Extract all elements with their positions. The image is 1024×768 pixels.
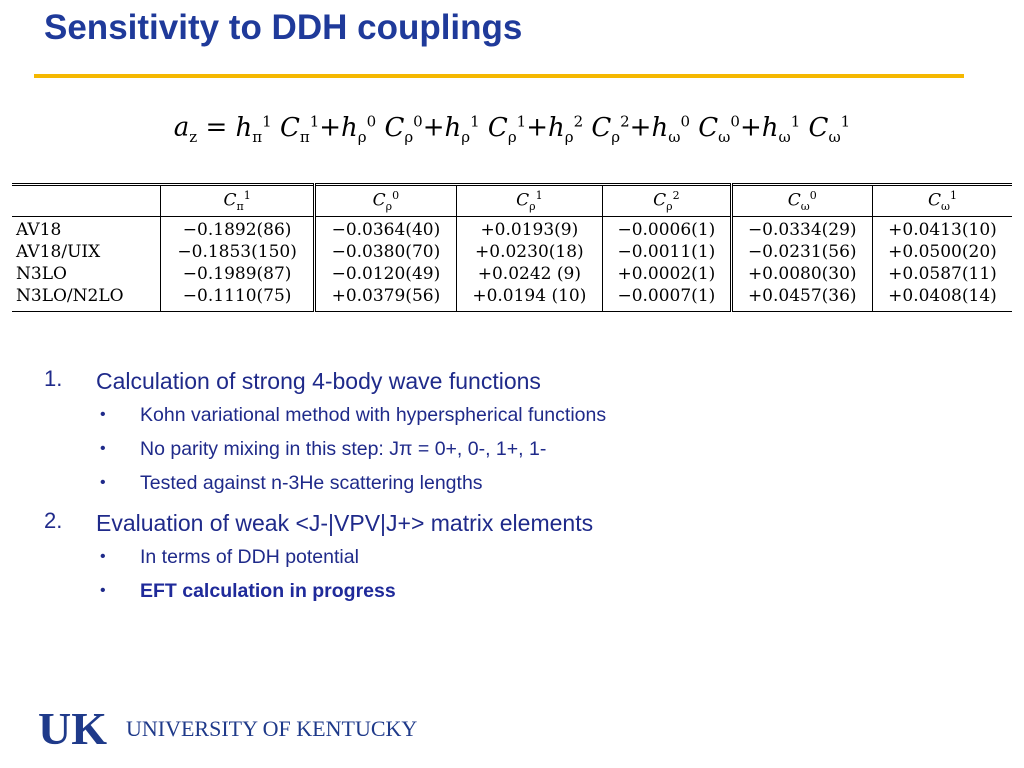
sub-bullet-item: • In terms of DDH potential <box>44 540 1004 574</box>
table-row: N3LO −0.1989(87) −0.0120(49) +0.0242 (9)… <box>12 263 1012 285</box>
equation-term: hρ0 Cρ0 <box>341 112 423 146</box>
table-cell: −0.0007(1) <box>602 285 733 312</box>
table-corner-cell <box>12 184 161 217</box>
table-row: AV18 −0.1892(86) −0.0364(40) +0.0193(9) … <box>12 216 1012 241</box>
sub-bullet-text: Kohn variational method with hyperspheri… <box>140 404 607 426</box>
equation-term: hρ2 Cρ2 <box>547 112 630 146</box>
logo-letters: UK <box>38 704 107 750</box>
equation-term: hω0 Cω0 <box>651 112 740 146</box>
slide-title: Sensitivity to DDH couplings <box>44 8 523 47</box>
table-cell: −0.1853(150) <box>160 241 317 263</box>
bullet-dot-icon: • <box>100 406 106 423</box>
table-cell: +0.0242 (9) <box>456 263 604 285</box>
table-cell: +0.0080(30) <box>731 263 873 285</box>
table-cell: +0.0002(1) <box>602 263 733 285</box>
table-header-row: Cπ1 Cρ0 Cρ1 Cρ2 Cω0 Cω1 <box>12 184 1012 217</box>
row-label: N3LO/N2LO <box>12 285 161 312</box>
table-cell: −0.0364(40) <box>314 216 457 241</box>
table-row: AV18/UIX −0.1853(150) −0.0380(70) +0.023… <box>12 241 1012 263</box>
bullet-dot-icon: • <box>100 582 106 599</box>
column-header: Cπ1 <box>160 184 317 217</box>
column-header: Cρ1 <box>456 184 604 217</box>
bullet-dot-icon: • <box>100 440 106 457</box>
sub-bullet-item: • EFT calculation in progress <box>44 574 1004 608</box>
sub-bullet-item: • No parity mixing in this step: Jπ = 0+… <box>44 432 1004 466</box>
row-label: AV18/UIX <box>12 241 161 263</box>
column-header: Cρ0 <box>314 184 457 217</box>
table-cell: +0.0587(11) <box>888 264 997 284</box>
sub-bullet-item: • Kohn variational method with hypersphe… <box>44 398 1004 432</box>
sub-bullet-text: Tested against n-3He scattering lengths <box>140 472 483 494</box>
table-cell: −0.0334(29) <box>731 216 873 241</box>
sub-bullet-text: EFT calculation in progress <box>140 580 396 602</box>
table-cell: −0.0231(56) <box>731 241 873 263</box>
sub-bullet-text: In terms of DDH potential <box>140 546 359 568</box>
table-cell: −0.0006(1) <box>602 216 733 241</box>
step-text: Calculation of strong 4-body wave functi… <box>96 368 541 394</box>
sub-bullet-text: No parity mixing in this step: Jπ = 0+, … <box>140 438 547 460</box>
equation-lhs: a <box>173 112 190 143</box>
bullet-dot-icon: • <box>100 474 106 491</box>
table-cell: +0.0230(18) <box>456 241 604 263</box>
step-item: 2. Evaluation of weak <J-|VPV|J+> matrix… <box>44 508 1004 608</box>
table-cell: −0.0011(1) <box>602 241 733 263</box>
column-header: Cω0 <box>731 184 873 217</box>
step-text: Evaluation of weak <J-|VPV|J+> matrix el… <box>96 510 594 536</box>
table-cell: +0.0379(56) <box>314 285 457 312</box>
table-cell: +0.0413(10) <box>888 220 997 240</box>
title-underline <box>34 74 964 78</box>
column-header: Cρ2 <box>602 184 733 217</box>
steps-list: 1. Calculation of strong 4-body wave fun… <box>44 366 1004 616</box>
table-cell: −0.1892(86) <box>160 216 317 241</box>
step-number: 1. <box>44 366 63 391</box>
sub-bullet-list: • Kohn variational method with hypersphe… <box>44 398 1004 500</box>
bullet-dot-icon: • <box>100 548 106 565</box>
equation-term: hρ1 Cρ1 <box>444 112 527 146</box>
table-cell: −0.1110(75) <box>160 285 317 312</box>
step-number: 2. <box>44 508 63 533</box>
equation-term: hπ1 Cπ1 <box>235 112 320 146</box>
table-row: N3LO/N2LO −0.1110(75) +0.0379(56) +0.019… <box>12 285 1012 312</box>
table-cell: +0.0500(20) <box>888 242 997 262</box>
coefficient-table: Cπ1 Cρ0 Cρ1 Cρ2 Cω0 Cω1 AV18 −0.1892(86)… <box>12 183 1012 312</box>
logo-text: UNIVERSITY OF KENTUCKY <box>126 716 418 741</box>
table-cell: +0.0408(14) <box>888 286 997 306</box>
row-label: N3LO <box>12 263 161 285</box>
equation-term: hω1 Cω1 <box>761 112 851 146</box>
sub-bullet-list: • In terms of DDH potential • EFT calcul… <box>44 540 1004 608</box>
table-cell: +0.0193(9) <box>456 216 604 241</box>
table-cell: −0.0380(70) <box>314 241 457 263</box>
table-cell: +0.0194 (10) <box>456 285 604 312</box>
table-cell: −0.0120(49) <box>314 263 457 285</box>
coupling-equation: az = hπ1 Cπ1+hρ0 Cρ0+hρ1 Cρ1+hρ2 Cρ2+hω0… <box>173 112 851 146</box>
step-item: 1. Calculation of strong 4-body wave fun… <box>44 366 1004 500</box>
row-label: AV18 <box>12 216 161 241</box>
uk-logo-icon: UK <box>38 704 107 750</box>
sub-bullet-item: • Tested against n-3He scattering length… <box>44 466 1004 500</box>
column-header: Cω1 <box>872 184 1012 217</box>
table-cell: +0.0457(36) <box>731 285 873 312</box>
table-cell: −0.1989(87) <box>160 263 317 285</box>
